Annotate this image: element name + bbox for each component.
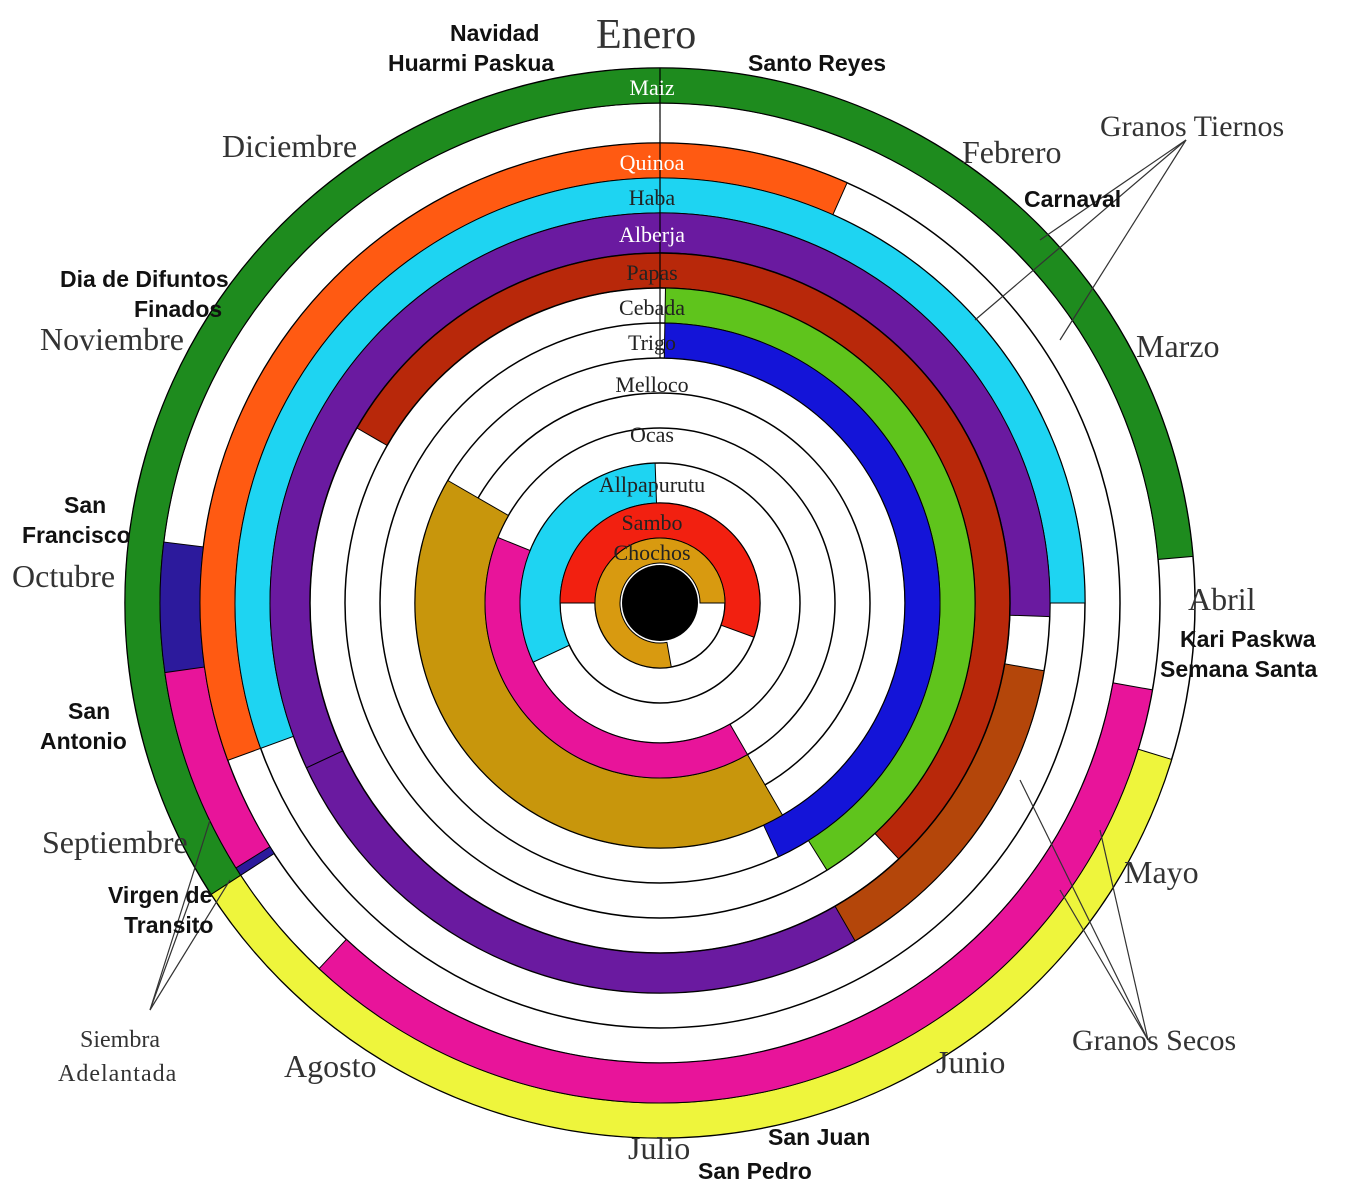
fest-san-antonio-2: Antonio (40, 728, 127, 754)
month-agosto: Agosto (284, 1048, 377, 1084)
annotation-adelantada: Adelantada (58, 1061, 178, 1087)
month-octubre: Octubre (12, 558, 116, 594)
fest-santo-reyes: Santo Reyes (748, 50, 887, 76)
ring-label-quinoa: Quinoa (620, 150, 685, 175)
annotation-pointer-1 (974, 139, 1187, 321)
month-julio: Julio (628, 1130, 691, 1166)
ring-label-melloco: Melloco (615, 372, 688, 397)
annotation-pointer-3 (1019, 779, 1149, 1041)
month-noviembre: Noviembre (40, 321, 184, 357)
annotation-pointer-4 (1099, 829, 1149, 1041)
annotation-siembra: Siembra (80, 1027, 160, 1053)
fest-carnaval: Carnaval (1024, 186, 1122, 212)
ring-label-chochos: Chochos (614, 540, 691, 565)
month-febrero: Febrero (962, 134, 1062, 170)
ring-label-alberja: Alberja (619, 222, 685, 247)
fest-transito: Transito (124, 912, 214, 938)
fest-virgen-de: Virgen de (108, 882, 213, 908)
month-abril: Abril (1188, 581, 1256, 617)
fest-san-antonio-1: San (68, 698, 111, 724)
month-marzo: Marzo (1136, 328, 1220, 364)
ring-magenta-right-arc (318, 682, 1153, 1104)
ring-trigo-arc (663, 322, 941, 858)
annotation-pointer-8 (149, 879, 231, 1011)
month-enero: Enero (596, 12, 697, 58)
fest-huarmi-paskua: Huarmi Paskua (388, 50, 555, 76)
month-diciembre: Diciembre (222, 128, 358, 164)
fest-san-juan: San Juan (768, 1124, 871, 1150)
ring-magenta-inner-arc (484, 536, 749, 779)
ring-label-frejol: Frejol (626, 112, 679, 137)
annotation-pointer-2 (1059, 139, 1187, 341)
ring-label-papas: Papas (626, 260, 677, 285)
month-septiembre: Septiembre (42, 824, 188, 860)
annotation-pointer-0 (1039, 139, 1187, 241)
annotation-granos-tiernos: Granos Tiernos (1100, 110, 1285, 143)
fest-san-pedro: San Pedro (698, 1158, 812, 1184)
ring-magenta-left-arc (164, 666, 271, 869)
fest-san-francisco-1: San (64, 492, 107, 518)
ring-label-ocas: Ocas (630, 422, 674, 447)
fest-kari-paskwa: Kari Paskwa (1180, 626, 1316, 652)
ring-maiz-arc (124, 67, 1194, 896)
month-junio: Junio (936, 1044, 1006, 1080)
month-mayo: Mayo (1124, 854, 1199, 890)
annotation-pointer-7 (149, 899, 191, 1011)
ring-label-maiz: Maiz (629, 75, 674, 100)
annotation-granos-secos: Granos Secos (1072, 1024, 1237, 1057)
fest-dia-de-difuntos: Dia de Difuntos (60, 266, 229, 292)
annotation-pointer-6 (149, 819, 211, 1011)
ring-label-allpapurutu: Allpapurutu (599, 472, 705, 497)
center-disk (622, 565, 698, 641)
ring-label-cebada: Cebada (619, 295, 685, 320)
ring-label-sambo: Sambo (621, 510, 682, 535)
ring-label-trigo: Trigo (628, 330, 676, 355)
ring-chochos-arc (594, 537, 726, 669)
fest-navidad: Navidad (450, 20, 540, 46)
fest-san-francisco-2: Francisco (22, 522, 131, 548)
fest-finados: Finados (134, 296, 223, 322)
fest-semana-santa: Semana Santa (1160, 656, 1318, 682)
ring-label-haba: Haba (629, 185, 676, 210)
annotation-pointer-5 (1059, 889, 1149, 1041)
